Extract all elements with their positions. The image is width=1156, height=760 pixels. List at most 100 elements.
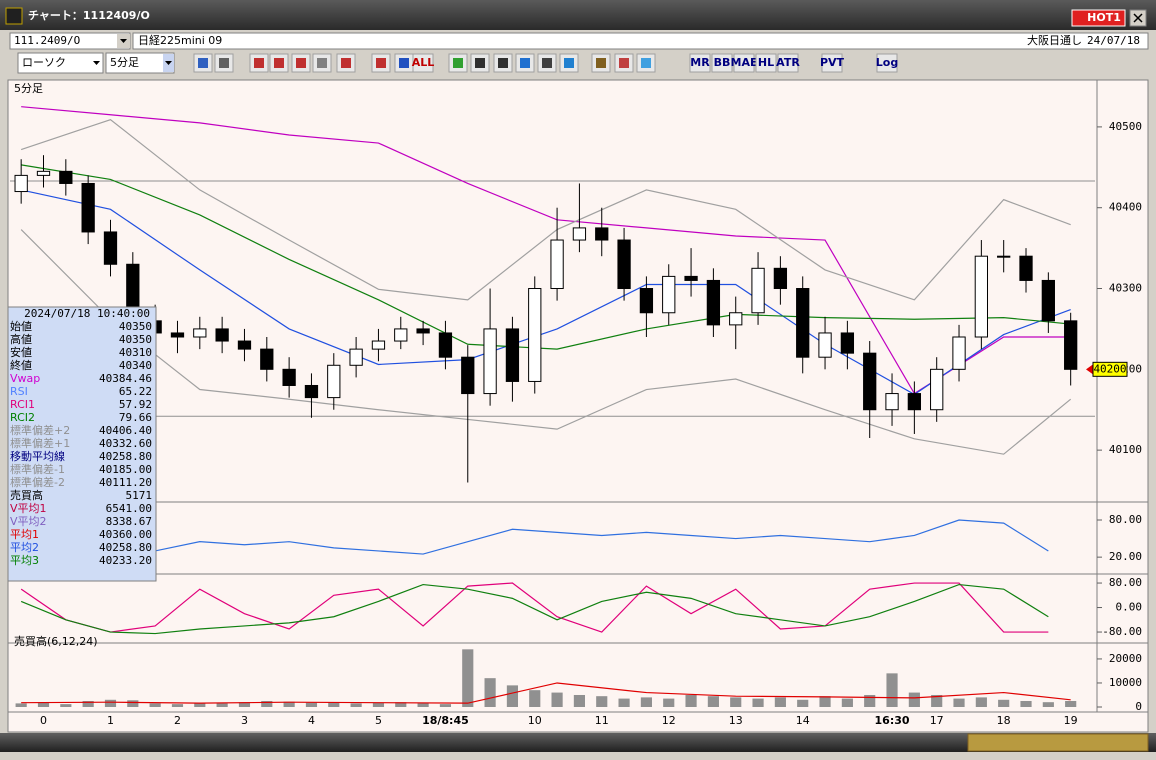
candle-body xyxy=(304,384,319,399)
candle-body xyxy=(215,328,229,342)
symbol: 111.2409/O xyxy=(14,34,80,47)
candle-body xyxy=(840,332,855,354)
panel-title: 5分足 xyxy=(14,82,43,95)
last-price: 40200 xyxy=(1093,362,1126,375)
volume-bar xyxy=(640,697,652,707)
x-tick-label: 18/8:45 xyxy=(422,714,469,727)
x-tick-label: 12 xyxy=(662,714,676,727)
candle-body xyxy=(639,288,654,314)
volume-bar xyxy=(841,698,853,707)
info-value: 40111.20 xyxy=(99,476,152,489)
x-tick-label: 2 xyxy=(174,714,181,727)
y-tick-label: 40500 xyxy=(1109,120,1142,133)
volume-bar xyxy=(707,696,719,707)
info-label: 売買高 xyxy=(10,488,43,502)
candle-body xyxy=(818,332,832,358)
volume-bar xyxy=(60,704,72,707)
toolbar-icons: ALL MR BB MAE HL ATR PVT Log xyxy=(193,53,898,73)
candle-body xyxy=(528,288,542,382)
candle-body xyxy=(706,279,721,326)
last-price-tag xyxy=(1092,361,1128,377)
volume-bar xyxy=(216,703,228,707)
candle-body xyxy=(1019,255,1033,281)
title-bar xyxy=(0,0,1156,30)
toolbar-button-label: BB xyxy=(714,56,731,69)
toolbar-icon xyxy=(198,58,208,68)
candle-body xyxy=(684,275,698,281)
toolbar-icon xyxy=(341,58,351,68)
volume-bar xyxy=(596,696,608,707)
toolbar-icon xyxy=(317,58,327,68)
volume-bar xyxy=(283,701,295,707)
x-tick-label: 0 xyxy=(40,714,47,727)
x-tick-label: 1 xyxy=(107,714,114,727)
y-tick-label: 10000 xyxy=(1109,676,1142,689)
toolbar-button[interactable] xyxy=(689,53,711,73)
volume-bar xyxy=(975,697,987,707)
info-value: 6541.00 xyxy=(106,502,152,515)
app-icon xyxy=(5,7,23,25)
volume-bar xyxy=(82,700,94,707)
interval-label: 5分足 xyxy=(110,56,139,69)
info-value: 8338.67 xyxy=(106,515,152,528)
candle-body xyxy=(371,340,386,350)
toolbar-icon xyxy=(475,58,485,68)
volume-average xyxy=(21,682,1071,704)
scrollbar[interactable] xyxy=(0,733,1156,752)
volume-bar xyxy=(104,699,117,707)
candle-body xyxy=(907,393,922,411)
y-tick-label: 0.00 xyxy=(1116,601,1143,614)
info-label: 平均2 xyxy=(10,541,39,554)
toolbar-button[interactable] xyxy=(821,53,843,73)
instrument-name: 日経225mini 09 xyxy=(138,34,222,47)
info-label: 平均3 xyxy=(10,554,39,567)
x-tick-label: 19 xyxy=(1064,714,1078,727)
info-value: 40332.60 xyxy=(99,437,152,450)
volume-bar xyxy=(663,698,675,707)
indicator-line xyxy=(21,164,1071,350)
volume-bar xyxy=(149,703,161,707)
x-tick-label: 13 xyxy=(729,714,743,727)
info-label: 標準偏差-2 xyxy=(10,475,65,489)
candle-body xyxy=(505,328,520,382)
info-label: 高値 xyxy=(10,332,32,346)
y-tick-label: 0 xyxy=(1135,700,1142,713)
toolbar-icon xyxy=(542,58,552,68)
volume-bar xyxy=(171,704,184,707)
info-label: 始値 xyxy=(10,319,32,333)
toolbar-button[interactable] xyxy=(755,53,777,73)
volume-bar xyxy=(37,702,50,707)
volume-bar xyxy=(529,690,541,707)
info-bar xyxy=(132,32,1149,50)
candle-body xyxy=(170,332,185,338)
candle-body xyxy=(885,393,899,411)
toolbar-button[interactable] xyxy=(711,53,733,73)
volume-bar xyxy=(194,702,206,707)
candle-body xyxy=(438,332,453,358)
volume-bar xyxy=(372,702,385,707)
date: 24/07/18 xyxy=(1087,34,1140,47)
info-value: 40340 xyxy=(119,359,152,372)
toolbar-button-label: ALL xyxy=(412,56,435,69)
volume-bar xyxy=(931,694,943,707)
info-label: 標準偏差+1 xyxy=(10,436,70,450)
info-value: 5171 xyxy=(126,489,153,502)
toolbar-icon xyxy=(376,58,386,68)
info-value: 40350 xyxy=(119,333,152,346)
volume-bar xyxy=(774,697,786,707)
toolbar-button[interactable] xyxy=(777,53,799,73)
indicator-line xyxy=(21,519,1049,555)
toolbar-button[interactable] xyxy=(412,53,434,73)
candle-body xyxy=(81,182,95,233)
volume-bar xyxy=(730,697,742,707)
scroll-thumb[interactable] xyxy=(967,733,1149,752)
style-select[interactable] xyxy=(17,52,104,74)
toolbar-button[interactable] xyxy=(733,53,755,73)
style-label: ローソク xyxy=(22,56,66,69)
toolbar-button[interactable] xyxy=(876,53,898,73)
toolbar-button-label: MR xyxy=(690,56,710,69)
hot-button[interactable] xyxy=(1071,9,1126,27)
volume-bar xyxy=(439,704,452,707)
